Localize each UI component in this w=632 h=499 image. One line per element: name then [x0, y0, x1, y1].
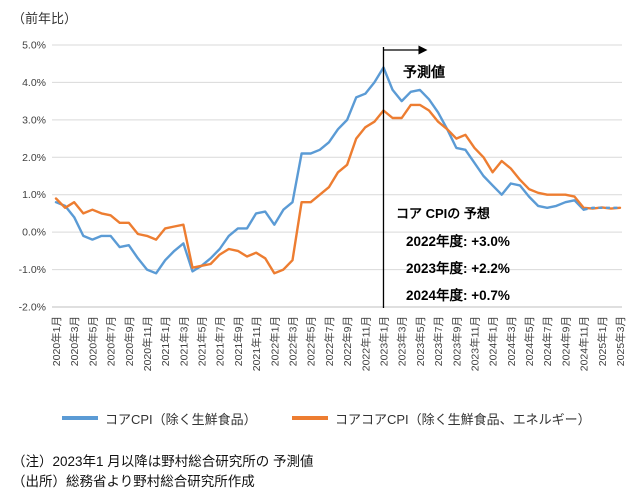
x-tick-label: 2022年7月 — [323, 316, 336, 366]
x-tick-label: 2023年9月 — [450, 316, 463, 366]
x-tick-label: 2024年7月 — [541, 316, 554, 366]
y-tick-label: 5.0% — [22, 40, 46, 52]
x-tick-label: 2021年11月 — [250, 316, 263, 371]
x-tick-label: 2020年9月 — [123, 316, 136, 366]
core-cpi-line — [54, 66, 585, 275]
y-tick-label: 1.0% — [22, 189, 46, 201]
x-tick-label: 2025年3月 — [614, 316, 627, 366]
x-tick-label: 2021年3月 — [177, 316, 190, 366]
source-text: （出所）総務省より野村総合研究所作成 — [12, 474, 255, 489]
forecast-label: 予測値 — [403, 64, 445, 80]
forecast-arrow-head-icon — [418, 45, 428, 55]
x-tick-label: 2023年7月 — [432, 316, 445, 366]
x-tick-label: 2020年7月 — [105, 316, 118, 366]
x-tick-label: 2022年11月 — [359, 316, 372, 371]
line-chart: 5.0% 4.0% 3.0% 2.0% 1.0% 0.0% -1.0% -2.0% 2020年1… — [19, 40, 627, 372]
axis-unit-label: （前年比） — [12, 11, 78, 26]
annotation-line-2023: 2023年度: +2.2% — [406, 261, 510, 276]
x-tick-label: 2022年5月 — [305, 316, 318, 366]
y-tick-label: 4.0% — [22, 77, 46, 89]
x-tick-label: 2023年11月 — [469, 316, 482, 371]
x-tick-label: 2022年1月 — [268, 316, 281, 366]
core-core-cpi-line — [54, 103, 622, 275]
legend-item-core-core-cpi: コアコアCPI（除く生鮮食品、エネルギー） — [292, 407, 591, 429]
legend-label-core-cpi: コアCPI（除く生鮮食品） — [105, 411, 257, 427]
legend-item-core-cpi: コアCPI（除く生鮮食品） — [62, 407, 257, 429]
annotation-line-2022: 2022年度: +3.0% — [406, 234, 510, 249]
forecast-annotation: コア CPIの 予想 2022年度: +3.0% 2023年度: +2.2% 2… — [396, 203, 510, 309]
x-tick-label: 2024年1月 — [487, 316, 500, 366]
annotation-title: コア CPIの 予想 — [396, 206, 490, 221]
chart-legend: コアCPI（除く生鮮食品） コアコアCPI（除く生鮮食品、エネルギー） — [0, 407, 632, 429]
x-tick-label: 2025年1月 — [596, 316, 609, 366]
x-tick-label: 2021年7月 — [214, 316, 227, 366]
x-tick-label: 2024年11月 — [578, 316, 591, 371]
y-tick-label: 3.0% — [22, 114, 46, 126]
legend-label-core-core-cpi: コアコアCPI（除く生鮮食品、エネルギー） — [335, 411, 591, 427]
y-tick-label: -2.0% — [19, 302, 46, 314]
core-cpi-line-forecast-dashed — [583, 206, 620, 211]
x-tick-label: 2021年9月 — [232, 316, 245, 366]
y-tick-label: 0.0% — [22, 227, 46, 239]
x-tick-label: 2020年1月 — [50, 316, 63, 366]
x-tick-label: 2022年3月 — [287, 316, 300, 366]
y-tick-label: -1.0% — [19, 264, 46, 276]
y-tick-label: 2.0% — [22, 152, 46, 164]
x-tick-label: 2023年3月 — [396, 316, 409, 366]
x-tick-label: 2021年1月 — [159, 316, 172, 366]
x-tick-label: 2020年5月 — [86, 316, 99, 366]
x-tick-label: 2024年9月 — [559, 316, 572, 366]
note-text: （注）2023年1 月以降は野村総合研究所の 予測値 — [12, 454, 314, 469]
x-tick-label: 2020年11月 — [141, 316, 154, 371]
legend-swatch-core-cpi — [62, 416, 98, 420]
legend-swatch-core-core-cpi — [292, 416, 328, 420]
x-tick-label: 2021年5月 — [196, 316, 209, 366]
x-tick-label: 2023年1月 — [378, 316, 391, 366]
x-tick-label: 2020年3月 — [68, 316, 81, 366]
x-tick-label: 2023年5月 — [414, 316, 427, 366]
x-tick-label: 2024年3月 — [505, 316, 518, 366]
x-tick-label: 2024年5月 — [523, 316, 536, 366]
x-tick-label: 2022年9月 — [341, 316, 354, 366]
annotation-line-2024: 2024年度: +0.7% — [406, 288, 510, 303]
